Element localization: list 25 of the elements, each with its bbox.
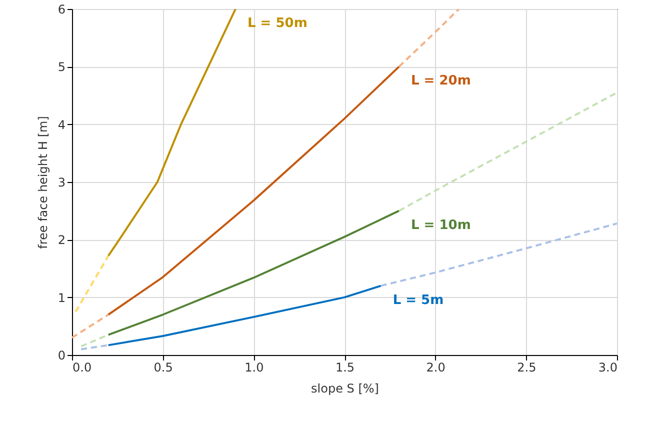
x-axis-title: slope S [%]	[311, 382, 379, 396]
y-tick-label: 3	[58, 176, 66, 190]
x-tick-label: 1.0	[244, 360, 264, 374]
line-series	[398, 92, 617, 212]
series-label: L = 50m	[248, 16, 308, 31]
y-tick-label: 2	[58, 233, 66, 248]
x-tick-label: 0.0	[72, 360, 92, 374]
series-label: L = 20m	[411, 74, 471, 89]
x-tick-label: 2.5	[517, 360, 536, 374]
y-axis-title: free face height H [m]	[36, 116, 50, 249]
y-tick-label: 6	[58, 2, 66, 16]
line-series	[107, 284, 382, 346]
y-tick-label: 0	[58, 348, 66, 362]
series-label: L = 10m	[411, 218, 471, 233]
y-tick-label: 4	[58, 118, 66, 132]
line-series	[107, 66, 400, 316]
line-series	[107, 9, 236, 257]
y-tick-label: 1	[58, 290, 66, 305]
x-tick-label: 2.0	[426, 360, 446, 374]
x-tick-label: 3.0	[598, 360, 618, 374]
series-label: L = 5m	[392, 292, 444, 308]
x-tick-label: 1.5	[335, 360, 355, 374]
x-tick-label: 0.5	[154, 360, 173, 374]
line-series	[107, 210, 400, 336]
y-tick-label: 5	[58, 60, 66, 74]
